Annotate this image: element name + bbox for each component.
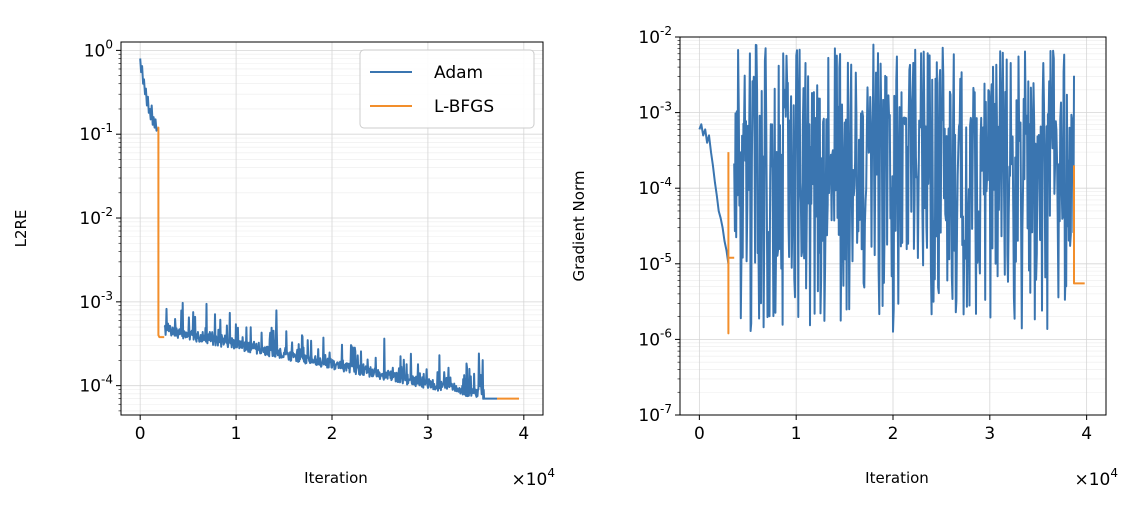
series-group <box>139 58 519 400</box>
x-tick-label: 2 <box>888 424 899 444</box>
y-axis-label: Gradient Norm <box>570 171 588 282</box>
y-tick-label: 10-3 <box>638 100 672 124</box>
x-tick-label: 1 <box>231 424 242 444</box>
x-tick-label: 2 <box>327 424 338 444</box>
x-axis-label: Iteration <box>865 469 929 487</box>
y-tick-label: 10-4 <box>79 373 113 397</box>
x-tick-label: 3 <box>422 424 433 444</box>
y-tick-label: 100 <box>84 37 113 61</box>
series-line-adam <box>139 58 159 132</box>
x-tick-label: 4 <box>1081 424 1092 444</box>
legend-label-l-bfgs: L-BFGS <box>434 97 494 117</box>
legend-box <box>359 49 535 129</box>
legend: Adam L-BFGS <box>359 49 535 129</box>
y-tick-label: 10-4 <box>638 175 672 199</box>
y-tick-label: 10-6 <box>638 326 672 350</box>
y-tick-label: 10-3 <box>79 289 113 313</box>
y-tick-label: 10-1 <box>79 121 113 145</box>
x-tick-label: 3 <box>984 424 995 444</box>
y-tick-label: 10-5 <box>638 251 672 275</box>
y-tick-label: 10-2 <box>79 205 113 229</box>
x-tick-label: 0 <box>694 424 705 444</box>
y-tick-label: 10-7 <box>638 402 672 426</box>
y-axis-label: L2RE <box>12 210 30 248</box>
x-tick-label: 4 <box>518 424 529 444</box>
series-group <box>698 43 1085 335</box>
series-line-l-bfgs <box>727 152 735 335</box>
left-chart-l2re: 0 1 2 3 4 100 10-1 10-2 10-3 10-4 Iteration ×104 L2R… <box>12 37 555 490</box>
x-multiplier-label: ×104 <box>1074 466 1118 490</box>
y-tick-label: 10-2 <box>638 24 672 48</box>
right-chart-gradient-norm: 0 1 2 3 4 10-2 10-3 10-4 10-5 10-6 10-7 Iteration ×1… <box>570 24 1118 490</box>
series-line-adam <box>733 43 1075 333</box>
x-tick-label: 0 <box>135 424 146 444</box>
x-multiplier-label: ×104 <box>511 466 555 490</box>
x-axis-label: Iteration <box>304 469 368 487</box>
series-line-adam <box>698 123 730 264</box>
legend-label-adam: Adam <box>434 63 483 83</box>
series-line-l-bfgs <box>157 126 165 339</box>
series-line-l-bfgs <box>1073 165 1085 285</box>
x-tick-label: 1 <box>791 424 802 444</box>
series-line-adam <box>163 301 498 400</box>
